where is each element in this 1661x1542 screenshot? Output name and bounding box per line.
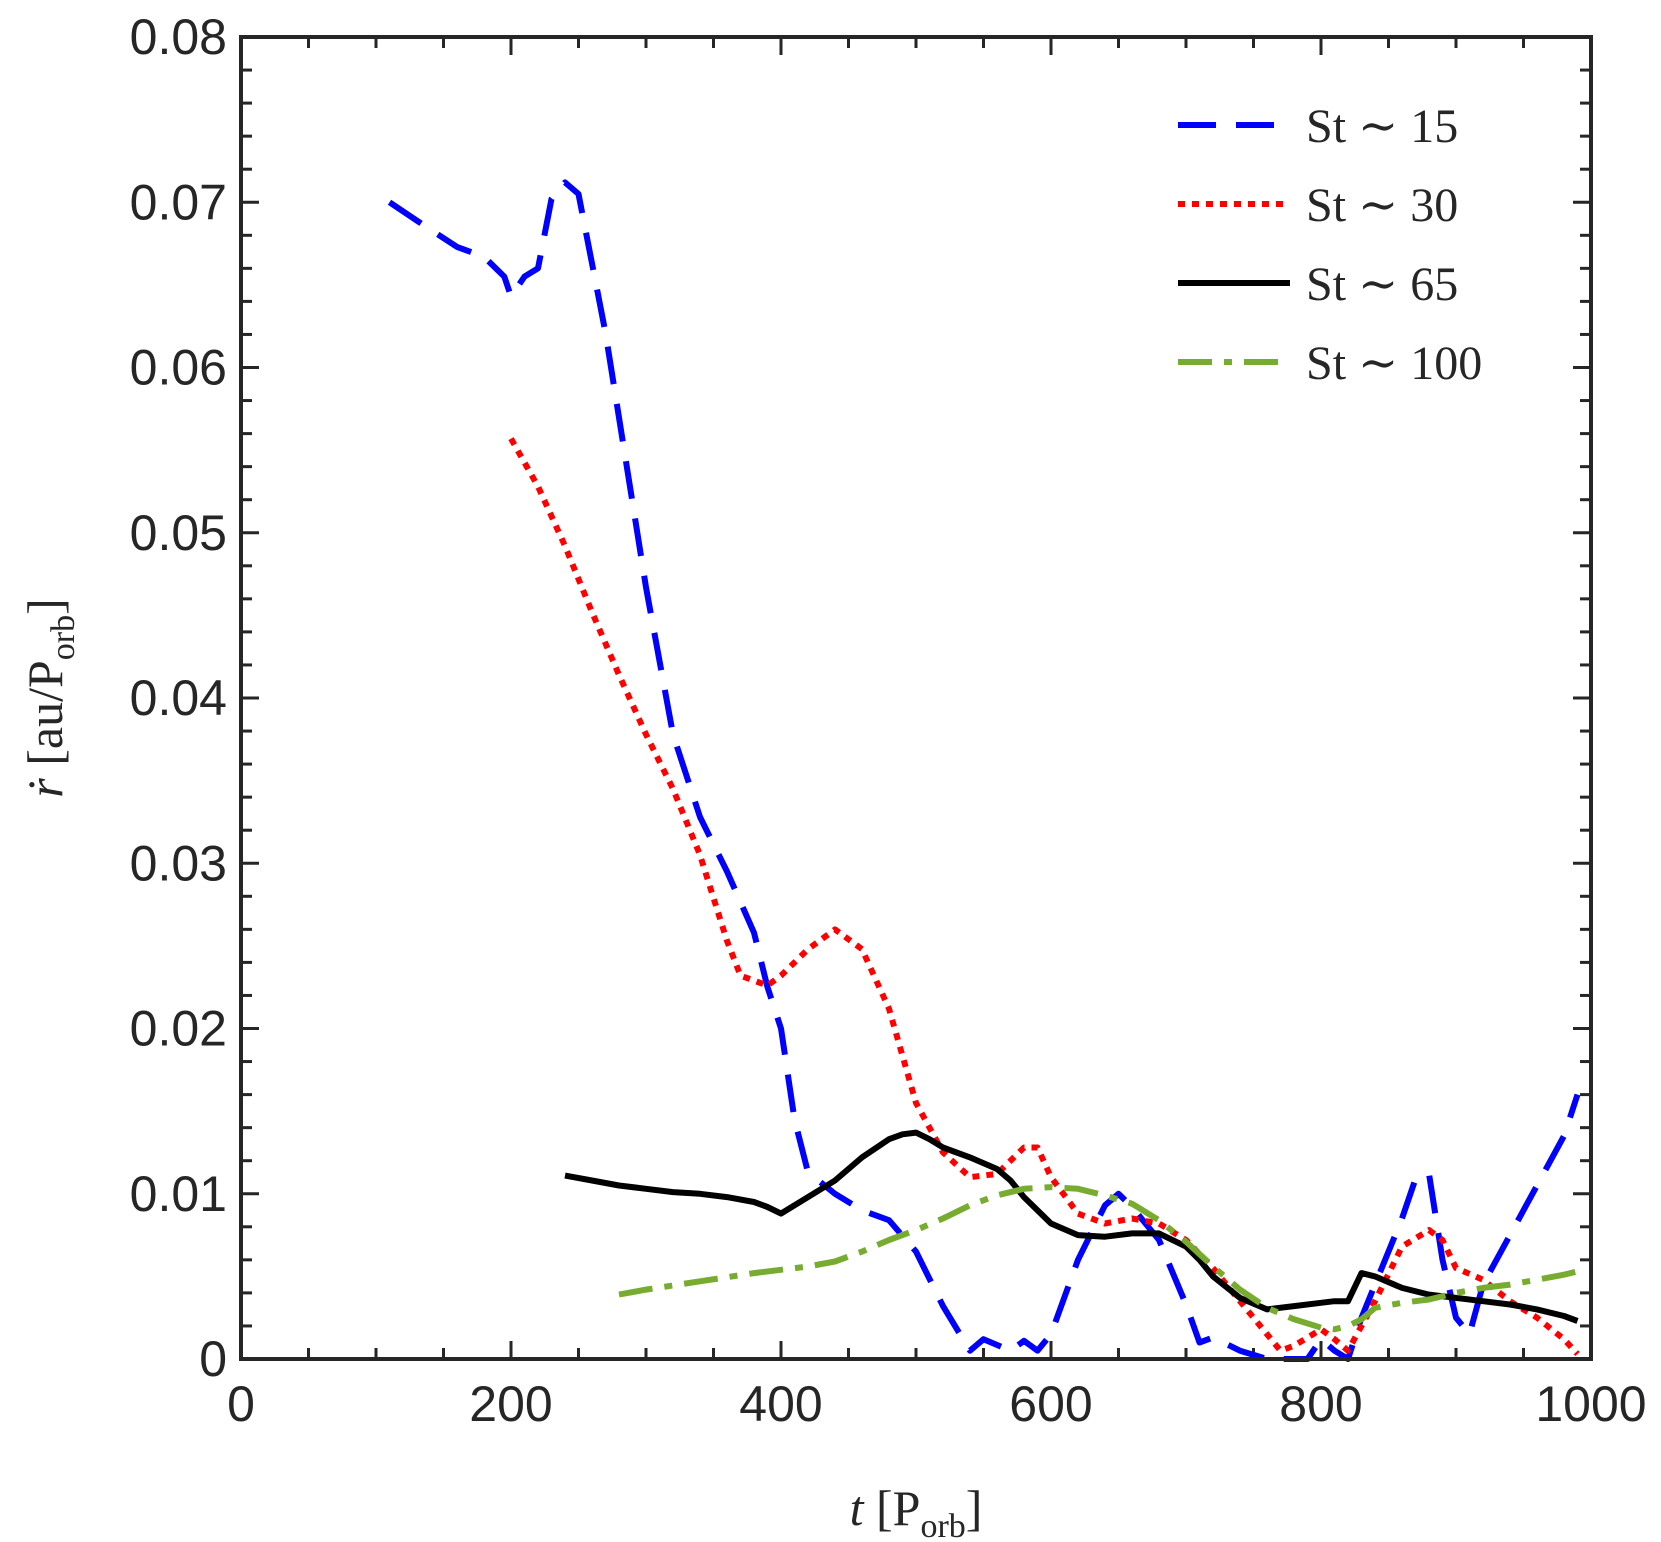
y-tick-label: 0.05	[130, 505, 227, 561]
series-line-4	[618, 1184, 1579, 1333]
legend-label-1: St ∼ 15	[1306, 100, 1458, 153]
tick-labels: 0 200 400 600 800 1000 0 0.01 0.02 0.03 0.04 0.05 0.…	[130, 9, 1647, 1432]
x-tick-label: 1000	[1535, 1376, 1646, 1432]
y-tick-label: 0.03	[130, 835, 227, 891]
legend-label-2: St ∼ 30	[1306, 179, 1458, 232]
y-tick-label: 0.06	[130, 340, 227, 396]
y-tick-label: 0	[199, 1331, 227, 1387]
plot-frame	[239, 35, 1593, 1361]
y-axis-title: ṙ [au/Porb]	[17, 598, 82, 798]
y-tick-label: 0.04	[130, 670, 227, 726]
series-line-3	[564, 1129, 1579, 1324]
legend-label-4: St ∼ 100	[1306, 337, 1482, 390]
series-group	[387, 179, 1581, 1362]
series-line-1	[387, 179, 1581, 1362]
legend-label-3: St ∼ 65	[1306, 258, 1458, 311]
x-tick-label: 0	[227, 1376, 255, 1432]
y-tick-label: 0.01	[130, 1166, 227, 1222]
legend: St ∼ 15 St ∼ 30 St ∼ 65 St ∼ 100	[1178, 100, 1482, 390]
x-tick-label: 200	[469, 1376, 552, 1432]
y-tick-label: 0.07	[130, 174, 227, 230]
x-tick-label: 400	[739, 1376, 822, 1432]
y-tick-label: 0.02	[130, 1001, 227, 1057]
x-axis-title: t [Porb]	[850, 1480, 983, 1542]
x-tick-label: 800	[1279, 1376, 1362, 1432]
x-tick-label: 600	[1009, 1376, 1092, 1432]
y-tick-label: 0.08	[130, 9, 227, 65]
